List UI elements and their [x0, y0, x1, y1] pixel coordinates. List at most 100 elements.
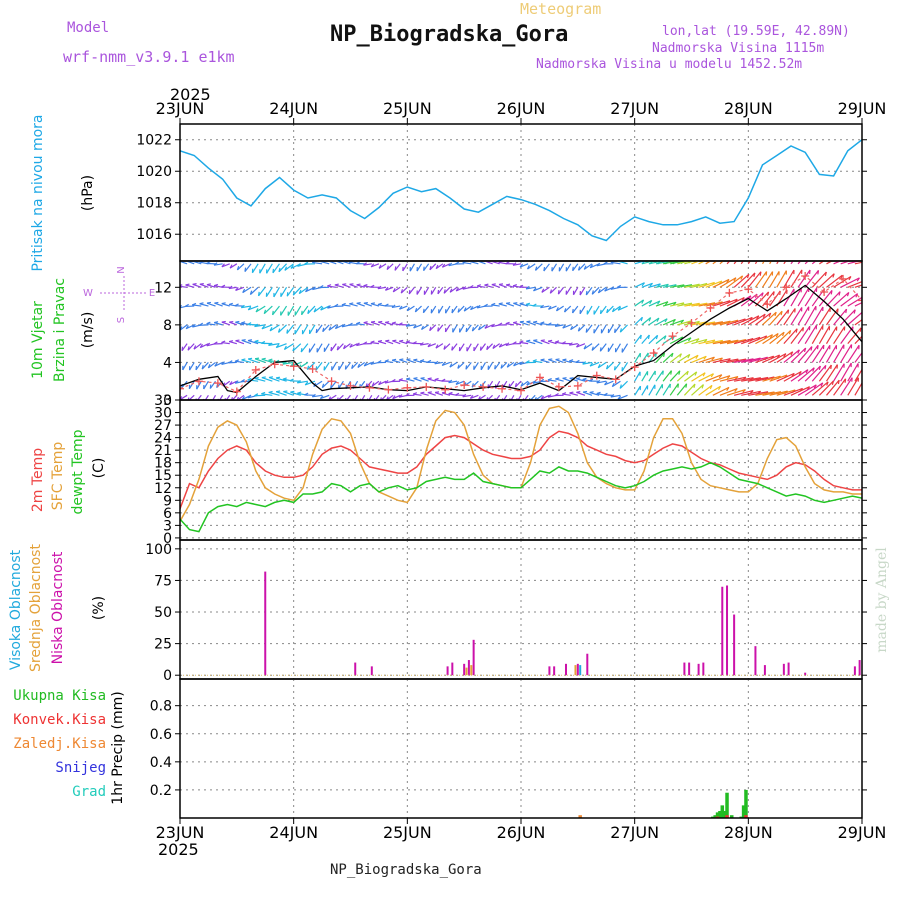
- wind-arrow: [330, 343, 337, 352]
- wind-arrow: [614, 324, 621, 334]
- wind-arrow: [463, 305, 472, 312]
- wind-arrow: [861, 361, 862, 363]
- wind-arrow: [514, 380, 522, 388]
- wind-arrow-head: [363, 302, 368, 304]
- wind-arrow: [323, 343, 330, 352]
- wind-arrow: [712, 278, 730, 288]
- wind-arrow: [378, 321, 387, 326]
- wind-arrow-head: [399, 358, 404, 361]
- wind-arrow: [726, 358, 747, 364]
- wind-arrow-head: [276, 390, 281, 393]
- wind-arrow-head: [876, 315, 878, 318]
- wind-arrow-head: [221, 302, 226, 305]
- wind-arrow-head: [413, 377, 418, 380]
- wind-arrow: [558, 263, 565, 272]
- wind-speed-marker: [251, 365, 260, 374]
- wind-arrow: [437, 324, 444, 332]
- wind-arrow: [532, 360, 543, 364]
- x-tick-label-bottom: 26JUN: [497, 823, 546, 842]
- wind-arrow: [861, 324, 862, 325]
- wind-arrow-head: [328, 326, 332, 331]
- wind-arrow: [733, 273, 750, 288]
- wind-arrow-head: [240, 304, 245, 309]
- wind-arrow-head: [739, 250, 740, 254]
- wind-arrow: [434, 379, 443, 382]
- wind-arrow: [513, 322, 522, 326]
- wind-arrow: [500, 362, 508, 369]
- wind-arrow-head: [443, 345, 446, 350]
- wind-arrow-head: [378, 320, 383, 323]
- wind-arrow-head: [589, 378, 594, 382]
- coords-label: lon,lat (19.59E, 42.89N): [662, 24, 850, 39]
- wind-arrow-head: [437, 289, 440, 295]
- wind-arrow: [840, 344, 853, 363]
- wind-arrow-head: [688, 337, 692, 342]
- wind-arrow-head: [548, 339, 553, 342]
- wind-arrow-head: [589, 264, 594, 269]
- wind-arrow-head: [384, 379, 389, 384]
- wind-arrow: [705, 357, 723, 364]
- wind-arrow: [351, 362, 359, 370]
- wind-arrow-head: [214, 321, 219, 324]
- wind-arrow: [747, 271, 762, 288]
- wind-arrow-head: [240, 379, 245, 383]
- wind-arrow: [676, 383, 688, 396]
- wind-arrow: [188, 394, 195, 400]
- wind-arrow: [776, 329, 792, 345]
- wind-arrow-head: [831, 380, 835, 385]
- wind-arrow-head: [803, 248, 804, 252]
- wind-arrow-head: [820, 382, 824, 387]
- wind-arrow-head: [451, 346, 454, 351]
- wind-arrow: [328, 324, 337, 331]
- wind-arrow-head: [671, 353, 674, 358]
- wind-arrow: [180, 395, 181, 396]
- y-tick-label: 25: [154, 637, 172, 653]
- wind-arrow-head: [741, 297, 745, 302]
- wind-arrow-head: [810, 346, 813, 351]
- rain_total-bar: [713, 815, 717, 818]
- wind-arrow-head: [370, 263, 375, 268]
- cloud_low-bar: [858, 660, 861, 676]
- y-tick-label: 33: [154, 393, 172, 409]
- wind-arrow: [273, 286, 280, 298]
- wind-arrow-head: [221, 263, 225, 268]
- wind-arrow: [229, 380, 238, 386]
- wind-arrow: [290, 391, 301, 396]
- wind-arrow: [510, 395, 515, 400]
- wind-arrow-head: [377, 285, 382, 290]
- wind-dir-label: Brzina i Pravac: [52, 278, 68, 382]
- wind-arrow: [413, 393, 422, 396]
- wind-arrow-head: [427, 377, 432, 380]
- wind-arrow: [219, 394, 224, 400]
- wind-arrow: [719, 339, 739, 345]
- wind-arrow: [298, 286, 309, 295]
- model-name: wrf-nmm_v3.9.1 e1km: [63, 48, 235, 66]
- wind-arrow-head: [206, 342, 211, 347]
- wind-arrow: [272, 263, 280, 274]
- wind-arrow-head: [855, 293, 859, 298]
- wind-arrow: [423, 286, 430, 295]
- wind-arrow-head: [709, 385, 713, 390]
- wind-arrow-head: [664, 318, 668, 323]
- wind-arrow-head: [693, 383, 696, 389]
- wind-arrow-head: [414, 307, 418, 313]
- wind-arrow: [399, 359, 408, 363]
- wind-arrow: [655, 384, 663, 396]
- wind-arrow-head: [174, 327, 175, 331]
- cloud_low-bar: [702, 662, 705, 676]
- wind-arrow: [641, 299, 653, 307]
- wind-arrow: [448, 380, 458, 384]
- wind-arrow: [790, 347, 807, 363]
- wind-arrow-head: [391, 304, 396, 308]
- wind-arrow-head: [820, 249, 821, 253]
- wind-arrow: [212, 395, 217, 400]
- wind-arrow: [193, 343, 202, 350]
- wind-arrow: [597, 361, 607, 369]
- wind-arrow-head: [555, 377, 560, 380]
- wind-arrow: [526, 321, 536, 326]
- wind-arrow: [221, 361, 230, 365]
- wind-arrow-head: [248, 357, 253, 360]
- wind-arrow-head: [413, 358, 418, 361]
- wind-arrow: [607, 324, 614, 334]
